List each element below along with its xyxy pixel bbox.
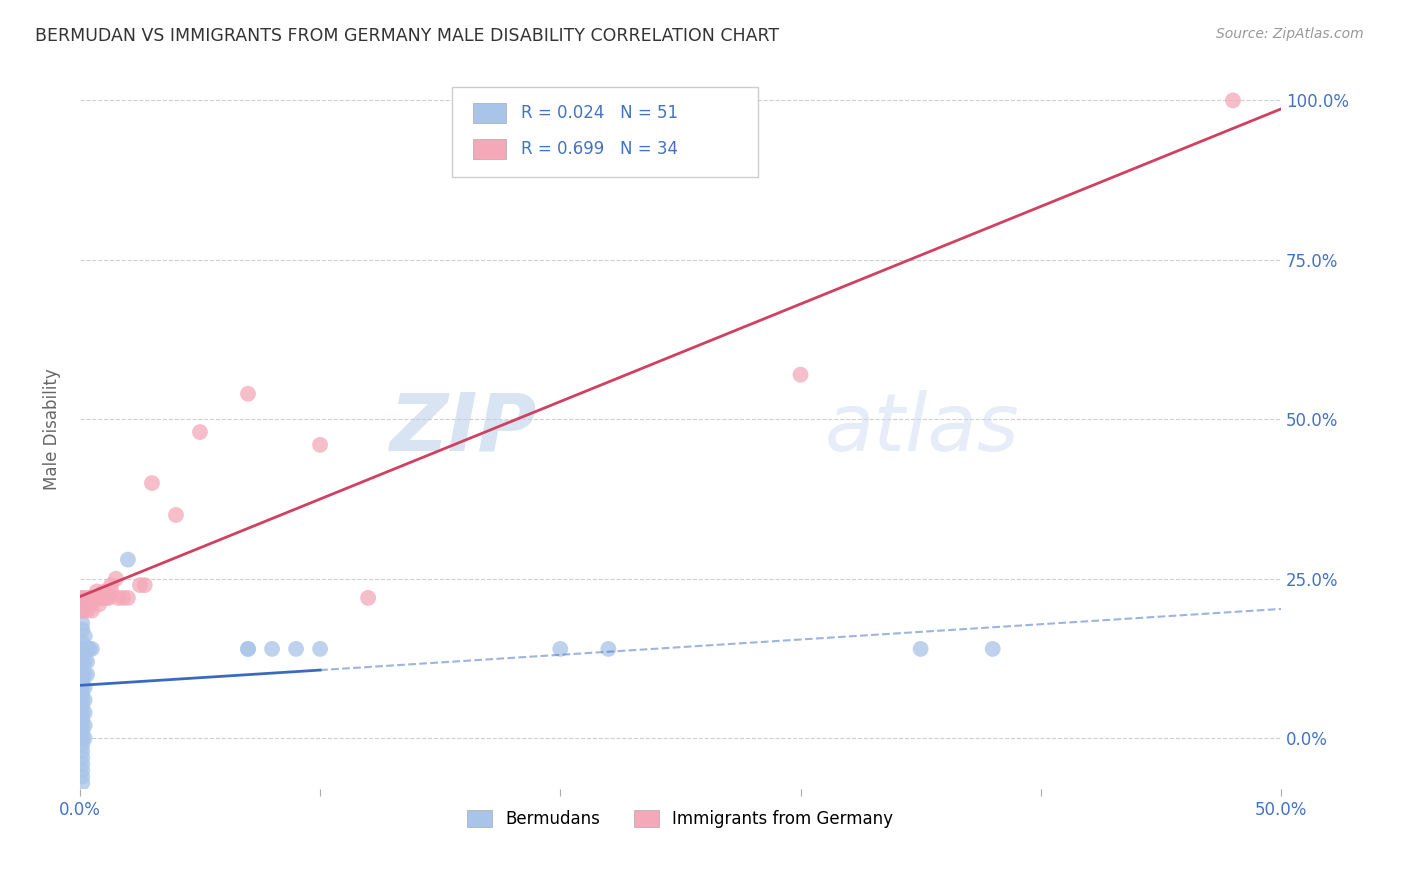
Point	[72, 724, 94, 739]
Point	[236, 386, 259, 401]
Point	[72, 667, 94, 681]
FancyBboxPatch shape	[472, 103, 506, 123]
Point	[260, 641, 283, 656]
Point	[309, 641, 332, 656]
Point	[76, 655, 98, 669]
Point	[72, 641, 94, 656]
Point	[236, 641, 259, 656]
Point	[72, 756, 94, 771]
Point	[72, 648, 94, 663]
Point	[72, 744, 94, 758]
Text: Source: ZipAtlas.com: Source: ZipAtlas.com	[1216, 27, 1364, 41]
Point	[72, 769, 94, 783]
Point	[72, 616, 94, 631]
Point	[72, 655, 94, 669]
Point	[97, 591, 120, 605]
Point	[72, 712, 94, 726]
Point	[72, 623, 94, 637]
Point	[134, 578, 156, 592]
Point	[73, 641, 96, 656]
Point	[73, 597, 96, 611]
Point	[76, 604, 98, 618]
Point	[285, 641, 308, 656]
Point	[72, 738, 94, 752]
Legend: Bermudans, Immigrants from Germany: Bermudans, Immigrants from Germany	[461, 804, 900, 835]
Point	[112, 591, 135, 605]
Point	[72, 706, 94, 720]
Point	[129, 578, 152, 592]
Point	[76, 667, 98, 681]
Point	[80, 641, 103, 656]
Point	[117, 591, 139, 605]
Text: ZIP: ZIP	[389, 390, 536, 468]
Point	[96, 591, 118, 605]
Point	[550, 641, 572, 656]
Point	[73, 706, 96, 720]
Point	[73, 731, 96, 746]
Point	[79, 591, 101, 605]
Point	[236, 641, 259, 656]
Point	[73, 655, 96, 669]
Point	[72, 731, 94, 746]
Point	[72, 776, 94, 790]
Point	[357, 591, 380, 605]
Point	[1222, 94, 1244, 108]
Point	[141, 476, 163, 491]
Point	[86, 584, 108, 599]
Point	[72, 591, 94, 605]
Point	[76, 591, 98, 605]
Text: R = 0.699   N = 34: R = 0.699 N = 34	[520, 140, 678, 158]
Point	[789, 368, 811, 382]
Point	[100, 578, 122, 592]
Point	[90, 591, 112, 605]
Point	[72, 693, 94, 707]
Point	[72, 763, 94, 777]
Point	[80, 604, 103, 618]
Point	[72, 687, 94, 701]
Point	[76, 641, 98, 656]
Text: BERMUDAN VS IMMIGRANTS FROM GERMANY MALE DISABILITY CORRELATION CHART: BERMUDAN VS IMMIGRANTS FROM GERMANY MALE…	[35, 27, 779, 45]
Point	[72, 680, 94, 694]
Point	[76, 641, 98, 656]
Point	[73, 667, 96, 681]
Point	[910, 641, 932, 656]
Point	[104, 572, 127, 586]
Point	[73, 693, 96, 707]
Point	[598, 641, 620, 656]
Point	[72, 750, 94, 764]
FancyBboxPatch shape	[472, 139, 506, 160]
Point	[72, 718, 94, 732]
FancyBboxPatch shape	[453, 87, 758, 177]
Y-axis label: Male Disability: Male Disability	[44, 368, 60, 490]
Text: atlas: atlas	[824, 390, 1019, 468]
Point	[72, 591, 94, 605]
Text: R = 0.024   N = 51: R = 0.024 N = 51	[520, 104, 678, 122]
Point	[73, 680, 96, 694]
Point	[73, 718, 96, 732]
Point	[93, 584, 115, 599]
Point	[80, 597, 103, 611]
Point	[93, 591, 115, 605]
Point	[87, 591, 110, 605]
Point	[72, 635, 94, 649]
Point	[165, 508, 187, 522]
Point	[100, 584, 122, 599]
Point	[72, 604, 94, 618]
Point	[117, 552, 139, 566]
Point	[79, 641, 101, 656]
Point	[188, 425, 211, 439]
Point	[73, 629, 96, 643]
Point	[72, 673, 94, 688]
Point	[79, 597, 101, 611]
Point	[72, 604, 94, 618]
Point	[107, 591, 129, 605]
Point	[83, 591, 105, 605]
Point	[72, 699, 94, 714]
Point	[87, 597, 110, 611]
Point	[309, 438, 332, 452]
Point	[981, 641, 1004, 656]
